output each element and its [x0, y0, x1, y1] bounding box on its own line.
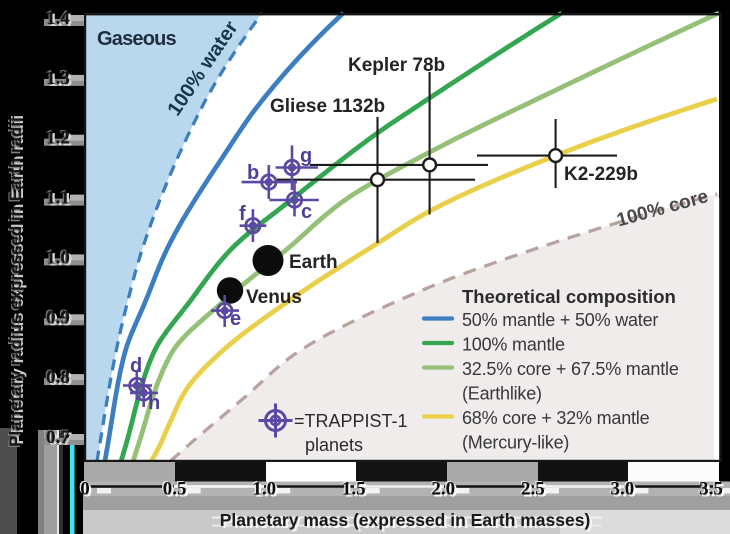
svg-text:Theoretical composition: Theoretical composition: [462, 286, 676, 307]
svg-text:1.5: 1.5: [342, 479, 366, 500]
svg-text:1.0: 1.0: [255, 481, 279, 502]
svg-text:1.4: 1.4: [45, 7, 69, 28]
svg-text:1.1: 1.1: [46, 188, 70, 209]
svg-text:c: c: [301, 201, 312, 223]
svg-text:1.0: 1.0: [48, 249, 72, 270]
svg-text:1.4: 1.4: [46, 8, 70, 29]
svg-text:3.5: 3.5: [699, 479, 723, 500]
svg-text:3.5: 3.5: [698, 477, 722, 498]
svg-text:1.5: 1.5: [341, 477, 365, 498]
svg-text:1.4: 1.4: [48, 10, 72, 31]
svg-text:1.0: 1.0: [251, 477, 275, 498]
svg-text:K2-229b: K2-229b: [564, 164, 638, 185]
svg-text:3.0: 3.0: [613, 481, 637, 502]
svg-text:2.0: 2.0: [431, 479, 455, 500]
svg-text:1.2: 1.2: [45, 127, 69, 148]
svg-text:Planetary radius expressed in: Planetary radius expressed in Earth radi…: [8, 115, 27, 445]
svg-text:1.5: 1.5: [344, 481, 368, 502]
svg-text:0: 0: [80, 479, 90, 500]
svg-text:(Mercury-like): (Mercury-like): [462, 433, 569, 453]
svg-text:3.5: 3.5: [701, 481, 725, 502]
svg-text:(Earthlike): (Earthlike): [462, 384, 542, 404]
svg-text:1.2: 1.2: [48, 130, 72, 151]
svg-text:1.3: 1.3: [48, 70, 72, 91]
svg-text:Planetary radius expressed in: Planetary radius expressed in Earth radi…: [5, 118, 24, 448]
svg-text:0.7: 0.7: [48, 429, 72, 450]
svg-text:Earth: Earth: [289, 252, 338, 273]
svg-text:Kepler 78b: Kepler 78b: [348, 55, 445, 76]
svg-text:0.8: 0.8: [48, 369, 72, 390]
svg-text:Planetary mass (expressed in E: Planetary mass (expressed in Earth masse…: [222, 512, 593, 532]
svg-text:d: d: [130, 355, 142, 377]
svg-text:1.1: 1.1: [45, 186, 69, 207]
svg-text:3.0: 3.0: [609, 477, 633, 498]
svg-text:32.5% core + 67.5% mantle: 32.5% core + 67.5% mantle: [462, 359, 679, 379]
svg-text:1.3: 1.3: [45, 67, 69, 88]
svg-text:Planetary radius expressed in: Planetary radius expressed in Earth radi…: [6, 117, 25, 447]
svg-text:2.5: 2.5: [520, 477, 544, 498]
svg-text:Venus: Venus: [246, 287, 302, 308]
svg-text:100% mantle: 100% mantle: [462, 335, 565, 355]
svg-text:0.7: 0.7: [46, 427, 70, 448]
svg-text:0.8: 0.8: [45, 366, 69, 387]
svg-text:1.0: 1.0: [46, 247, 70, 268]
svg-text:g: g: [300, 145, 312, 167]
svg-text:Gliese 1132b: Gliese 1132b: [270, 96, 385, 117]
svg-text:0.9: 0.9: [46, 307, 70, 328]
svg-text:2.5: 2.5: [521, 479, 545, 500]
svg-text:b: b: [247, 162, 259, 184]
svg-text:1.1: 1.1: [48, 190, 72, 211]
svg-text:planets: planets: [305, 435, 363, 455]
svg-text:e: e: [230, 308, 241, 330]
svg-text:1.2: 1.2: [46, 128, 70, 149]
svg-text:0.8: 0.8: [46, 367, 70, 388]
svg-text:1.0: 1.0: [45, 246, 69, 267]
svg-text:0.5: 0.5: [161, 477, 185, 498]
svg-text:2.0: 2.0: [430, 477, 454, 498]
svg-text:h: h: [148, 392, 160, 414]
svg-text:50% mantle + 50% water: 50% mantle + 50% water: [462, 310, 658, 330]
svg-text:2.0: 2.0: [434, 481, 458, 502]
svg-text:=TRAPPIST-1: =TRAPPIST-1: [294, 411, 408, 431]
svg-text:0.9: 0.9: [45, 306, 69, 327]
svg-text:68% core + 32% mantle: 68% core + 32% mantle: [462, 408, 650, 428]
svg-text:f: f: [239, 203, 246, 225]
svg-text:3.0: 3.0: [611, 479, 635, 500]
svg-text:Gaseous: Gaseous: [97, 28, 177, 50]
svg-text:0.5: 0.5: [163, 479, 187, 500]
svg-text:0.9: 0.9: [48, 309, 72, 330]
svg-text:0: 0: [82, 481, 92, 502]
svg-text:1.0: 1.0: [252, 479, 276, 500]
svg-text:2.5: 2.5: [523, 481, 547, 502]
svg-text:0: 0: [79, 477, 89, 498]
svg-text:1.3: 1.3: [46, 68, 70, 89]
svg-text:0.7: 0.7: [45, 426, 69, 447]
svg-text:0.5: 0.5: [165, 481, 189, 502]
svg-text:Planetary mass (expressed in E: Planetary mass (expressed in Earth masse…: [220, 510, 591, 530]
